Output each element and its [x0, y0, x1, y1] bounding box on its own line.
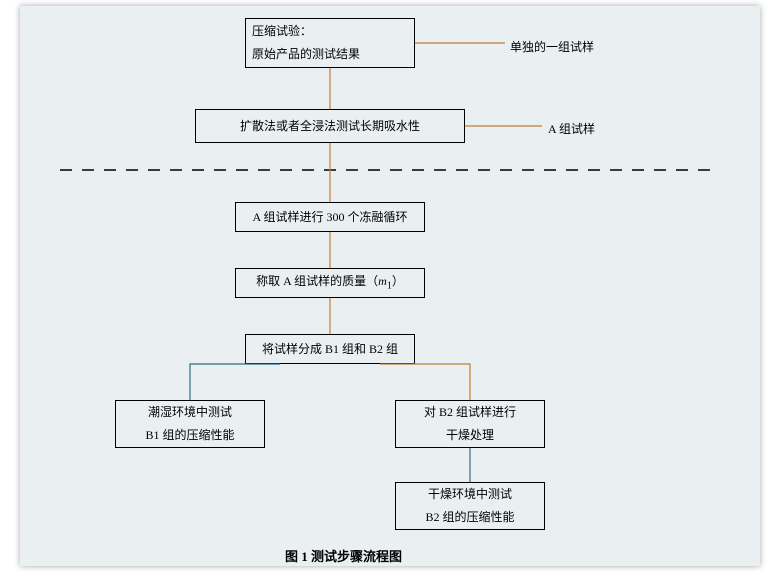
figure-caption: 图 1 测试步骤流程图 [285, 546, 402, 565]
node-weigh-mass: 称取 A 组试样的质量（m1） [235, 268, 425, 298]
side-label-single-group: 单独的一组试样 [510, 38, 594, 55]
node-freeze-thaw: A 组试样进行 300 个冻融循环 [235, 202, 425, 232]
node-text: 干燥处理 [446, 424, 494, 447]
node-text: B1 组的压缩性能 [145, 424, 234, 447]
node-text: A 组试样进行 300 个冻融循环 [252, 206, 407, 229]
node-text: 压缩试验： [252, 20, 312, 43]
node-text: 潮湿环境中测试 [148, 401, 232, 424]
node-text: B2 组的压缩性能 [425, 506, 514, 529]
node-text: 将试样分成 B1 组和 B2 组 [262, 338, 398, 361]
node-text: 原始产品的测试结果 [252, 43, 360, 66]
node-b2-dry-test: 干燥环境中测试 B2 组的压缩性能 [395, 482, 545, 530]
node-b2-dry-process: 对 B2 组试样进行 干燥处理 [395, 400, 545, 448]
node-text: 称取 A 组试样的质量（m1） [256, 270, 404, 295]
side-label-group-a: A 组试样 [548, 120, 595, 137]
page-surface: 压缩试验： 原始产品的测试结果 单独的一组试样 扩散法或者全浸法测试长期吸水性 … [20, 6, 760, 566]
node-text: 干燥环境中测试 [428, 483, 512, 506]
node-text: 扩散法或者全浸法测试长期吸水性 [240, 115, 420, 138]
node-compression-test: 压缩试验： 原始产品的测试结果 [245, 18, 415, 68]
node-water-absorption: 扩散法或者全浸法测试长期吸水性 [195, 109, 465, 143]
node-text: 对 B2 组试样进行 [424, 401, 516, 424]
node-split-b1-b2: 将试样分成 B1 组和 B2 组 [245, 334, 415, 364]
node-b1-wet-test: 潮湿环境中测试 B1 组的压缩性能 [115, 400, 265, 448]
